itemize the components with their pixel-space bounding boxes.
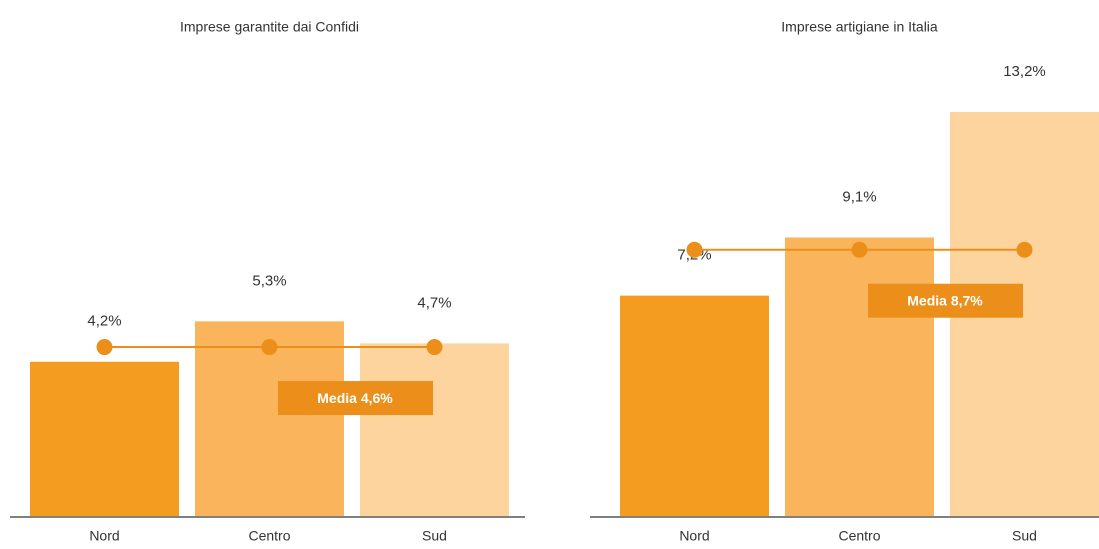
average-label: Media 4,6% bbox=[317, 390, 393, 406]
bar bbox=[360, 343, 509, 516]
average-label: Media 8,7% bbox=[907, 292, 983, 308]
x-tick-label: Sud bbox=[422, 528, 447, 544]
average-dot bbox=[686, 241, 703, 258]
x-tick-label: Nord bbox=[679, 528, 709, 544]
average-dot bbox=[851, 241, 868, 258]
average-box bbox=[278, 381, 433, 416]
x-tick-label: Nord bbox=[89, 528, 119, 544]
average-dot bbox=[96, 339, 113, 356]
value-label: 4,7% bbox=[417, 294, 451, 311]
bar bbox=[30, 361, 179, 516]
bar bbox=[620, 295, 769, 516]
value-label: 9,1% bbox=[842, 188, 876, 205]
average-dot bbox=[261, 339, 278, 356]
x-tick-label: Centro bbox=[838, 528, 880, 544]
chart-title: Imprese artigiane in Italia bbox=[781, 19, 938, 35]
average-box bbox=[868, 283, 1023, 318]
value-label: 4,2% bbox=[87, 313, 121, 330]
chart-title: Imprese garantite dai Confidi bbox=[180, 19, 359, 35]
bar bbox=[785, 237, 934, 516]
value-label: 5,3% bbox=[252, 272, 286, 289]
average-dot bbox=[426, 339, 443, 356]
x-tick-label: Sud bbox=[1012, 528, 1037, 544]
x-tick-label: Centro bbox=[248, 528, 290, 544]
average-dot bbox=[1016, 241, 1033, 258]
value-label: 13,2% bbox=[1003, 63, 1046, 80]
